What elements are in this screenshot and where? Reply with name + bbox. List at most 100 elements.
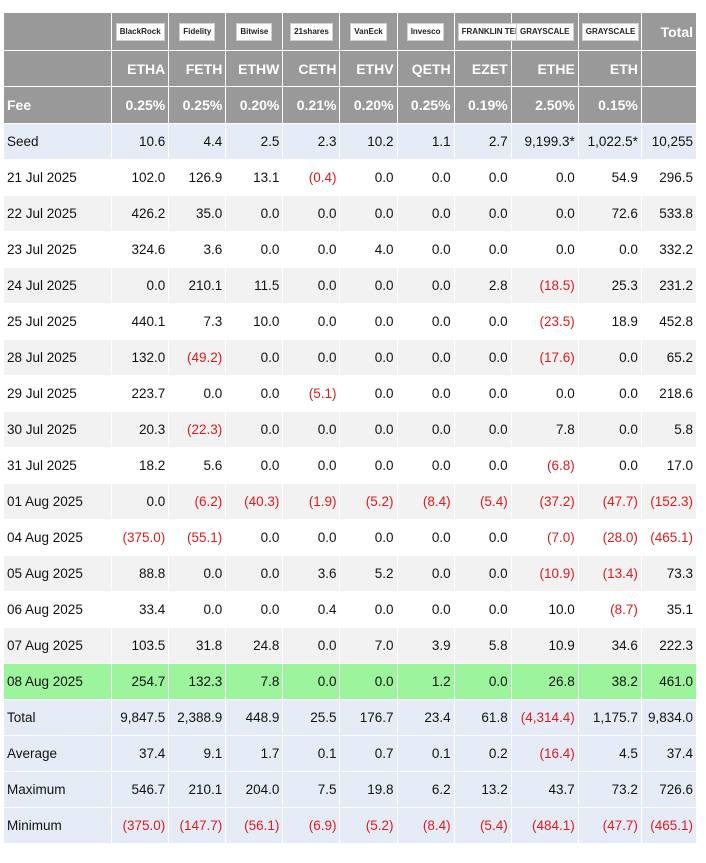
row-label: 21 Jul 2025	[4, 160, 112, 195]
flow-cell: 10.0	[511, 592, 578, 627]
row-label: 25 Jul 2025	[4, 304, 112, 339]
flow-cell: 0.0	[578, 376, 641, 411]
flow-cell: 440.1	[112, 304, 169, 339]
flow-cell: (16.4)	[511, 736, 578, 771]
flow-cell: 0.0	[397, 196, 454, 231]
fee-cell: 2.50%	[511, 87, 578, 123]
flow-cell: 0.0	[397, 304, 454, 339]
flow-cell: 176.7	[340, 700, 397, 735]
flow-cell: 9,199.3*	[511, 124, 578, 159]
flow-cell: 26.8	[511, 664, 578, 699]
flow-cell: 5.6	[169, 448, 226, 483]
flow-cell: 0.0	[283, 232, 340, 267]
flow-cell: (5.4)	[454, 808, 511, 843]
flow-cell: 23.4	[397, 700, 454, 735]
flow-cell: 0.0	[511, 160, 578, 195]
row-label: 30 Jul 2025	[4, 412, 112, 447]
flow-cell: 11.5	[226, 268, 283, 303]
table-row: 22 Jul 2025 426.2 35.0 0.0 0.0 0.0 0.0 0.0 0.0 72…	[4, 196, 696, 231]
flow-rows: Seed 10.6 4.4 2.5 2.3 10.2 1.1 2.7 9,199.3* 1,022…	[4, 124, 696, 843]
table-row: 07 Aug 2025 103.5 31.8 24.8 0.0 7.0 3.9 5.8 10.9…	[4, 628, 696, 663]
flow-cell: (40.3)	[226, 484, 283, 519]
vaneck-logo: VanEck	[340, 13, 397, 50]
row-label: Maximum	[4, 772, 112, 807]
flow-cell: 0.0	[112, 268, 169, 303]
flow-cell: 0.0	[283, 340, 340, 375]
flow-cell: 0.0	[397, 592, 454, 627]
flow-cell: 0.0	[340, 304, 397, 339]
fee-cell: 0.25%	[397, 87, 454, 123]
flow-cell: 204.0	[226, 772, 283, 807]
fee-cell: 0.20%	[226, 87, 283, 123]
flow-cell: (22.3)	[169, 412, 226, 447]
flow-cell: 126.9	[169, 160, 226, 195]
flow-cell: 0.0	[283, 304, 340, 339]
flow-cell: 426.2	[112, 196, 169, 231]
flow-cell: 0.0	[340, 592, 397, 627]
flow-cell: 0.1	[397, 736, 454, 771]
flow-cell: 0.0	[340, 268, 397, 303]
flow-cell: 0.0	[283, 268, 340, 303]
flow-cell: (6.8)	[511, 448, 578, 483]
flow-cell: 35.0	[169, 196, 226, 231]
flow-cell: 0.0	[283, 628, 340, 663]
flow-cell: 0.0	[169, 556, 226, 591]
row-total-cell: 37.4	[641, 736, 696, 771]
flow-cell: 0.0	[340, 196, 397, 231]
flow-cell: 0.0	[454, 448, 511, 483]
ticker-cell: EZET	[454, 51, 511, 86]
flow-cell: 4.5	[578, 736, 641, 771]
flow-cell: 0.0	[283, 196, 340, 231]
summary-row: Total 9,847.5 2,388.9 448.9 25.5 176.7 23.4 61.…	[4, 700, 696, 735]
flow-cell: 73.2	[578, 772, 641, 807]
flow-cell: 0.0	[454, 340, 511, 375]
ticker-cell: ETHA	[112, 51, 169, 86]
flow-cell: (10.9)	[511, 556, 578, 591]
flow-cell: 9,847.5	[112, 700, 169, 735]
flow-cell: 13.1	[226, 160, 283, 195]
grayscale-eth-logo: GRAYSCALE	[578, 13, 641, 50]
row-label: 05 Aug 2025	[4, 556, 112, 591]
row-label: 24 Jul 2025	[4, 268, 112, 303]
flow-cell: 0.0	[169, 376, 226, 411]
row-label: 06 Aug 2025	[4, 592, 112, 627]
flow-cell: 0.0	[511, 232, 578, 267]
row-label: 07 Aug 2025	[4, 628, 112, 663]
flow-cell: (375.0)	[112, 520, 169, 555]
flow-cell: 4.4	[169, 124, 226, 159]
flow-cell: (56.1)	[226, 808, 283, 843]
flow-cell: 0.0	[397, 412, 454, 447]
summary-row: Minimum (375.0) (147.7) (56.1) (6.9) (5.2) (8.…	[4, 808, 696, 843]
flow-cell: 0.0	[454, 232, 511, 267]
flow-cell: (5.2)	[340, 484, 397, 519]
row-total-cell: 332.2	[641, 232, 696, 267]
flow-cell: 7.8	[511, 412, 578, 447]
flow-cell: 0.0	[226, 592, 283, 627]
row-label: 23 Jul 2025	[4, 232, 112, 267]
flow-cell: 37.4	[112, 736, 169, 771]
row-label: 22 Jul 2025	[4, 196, 112, 231]
flow-cell: 210.1	[169, 268, 226, 303]
flow-cell: 0.0	[340, 664, 397, 699]
flow-cell: 0.0	[454, 376, 511, 411]
flow-cell: 132.3	[169, 664, 226, 699]
flow-cell: (5.4)	[454, 484, 511, 519]
row-label: Average	[4, 736, 112, 771]
flow-cell: 33.4	[112, 592, 169, 627]
row-label: Minimum	[4, 808, 112, 843]
row-total-cell: (465.1)	[641, 520, 696, 555]
fee-cell: 0.21%	[283, 87, 340, 123]
flow-cell: 61.8	[454, 700, 511, 735]
row-total-cell: 10,255	[641, 124, 696, 159]
flow-cell: 0.0	[283, 520, 340, 555]
row-total-cell: 222.3	[641, 628, 696, 663]
row-label: Seed	[4, 124, 112, 159]
flow-cell: (47.7)	[578, 484, 641, 519]
row-label: 28 Jul 2025	[4, 340, 112, 375]
flow-cell: 31.8	[169, 628, 226, 663]
fee-cell: 0.15%	[578, 87, 641, 123]
flow-cell: 0.2	[454, 736, 511, 771]
flow-cell: (6.9)	[283, 808, 340, 843]
flow-cell: (23.5)	[511, 304, 578, 339]
flow-cell: 2.7	[454, 124, 511, 159]
